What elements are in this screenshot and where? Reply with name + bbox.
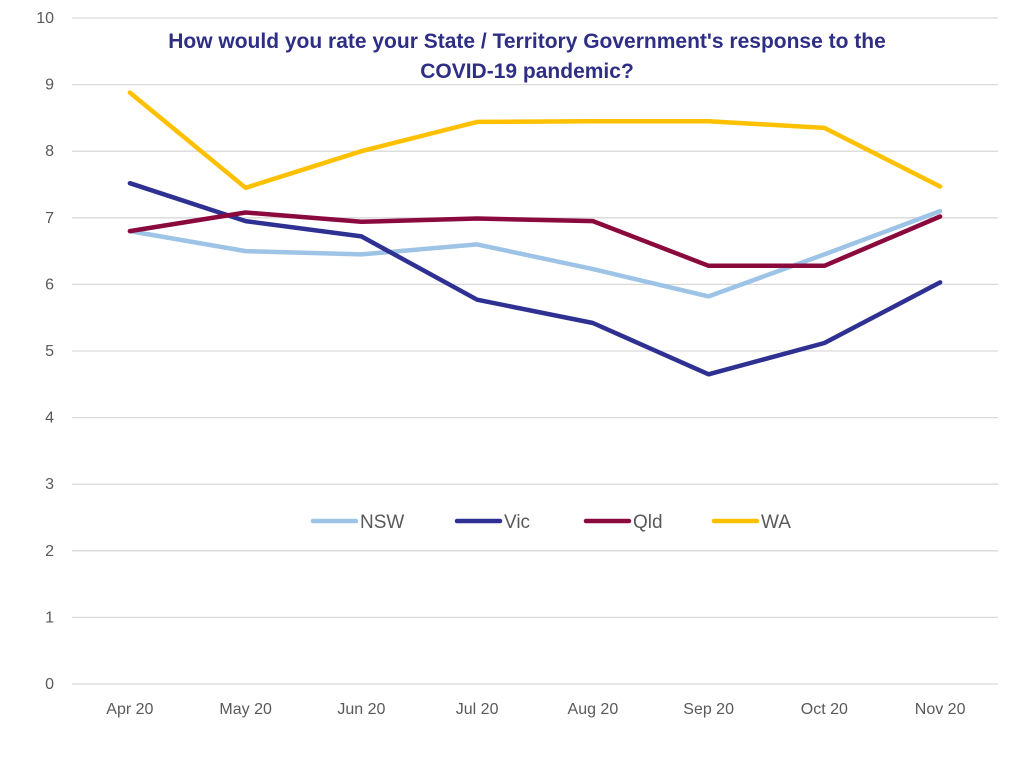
x-tick-label: Apr 20 <box>106 701 153 718</box>
series-line-vic <box>127 180 943 377</box>
series-line-nsw <box>127 208 943 299</box>
y-axis-ticks: 0 1 2 3 4 5 6 7 8 9 10 <box>36 10 54 693</box>
x-tick-label: Oct 20 <box>801 701 848 718</box>
legend-label-vic: Vic <box>504 512 530 533</box>
chart-title-line-2: COVID-19 pandemic? <box>420 60 634 83</box>
legend-label-wa: WA <box>761 512 791 533</box>
y-tick-label: 4 <box>45 410 54 427</box>
y-tick-label: 5 <box>45 343 54 360</box>
x-tick-label: Aug 20 <box>568 701 619 718</box>
x-tick-label: Jun 20 <box>337 701 385 718</box>
x-axis-ticks: Apr 20 May 20 Jun 20 Jul 20 Aug 20 Sep 20 Oct … <box>106 701 965 718</box>
x-tick-label: Jul 20 <box>456 701 499 718</box>
legend: NSW Vic Qld WA <box>310 512 791 533</box>
series-lines <box>127 90 943 377</box>
y-tick-label: 6 <box>45 276 54 293</box>
y-tick-label: 9 <box>45 77 54 94</box>
series-line-wa <box>127 90 943 191</box>
y-tick-label: 0 <box>45 676 54 693</box>
chart-title-line-1: How would you rate your State / Territor… <box>168 30 886 53</box>
x-tick-label: May 20 <box>219 701 272 718</box>
gridlines <box>72 17 998 685</box>
x-tick-label: Nov 20 <box>915 701 966 718</box>
y-tick-label: 1 <box>45 609 54 626</box>
series-line-qld <box>127 210 943 269</box>
y-tick-label: 3 <box>45 476 54 493</box>
y-tick-label: 7 <box>45 210 54 227</box>
legend-label-qld: Qld <box>633 512 663 533</box>
y-tick-label: 10 <box>36 10 54 27</box>
y-tick-label: 2 <box>45 543 54 560</box>
x-tick-label: Sep 20 <box>683 701 734 718</box>
legend-label-nsw: NSW <box>360 512 404 533</box>
y-tick-label: 8 <box>45 143 54 160</box>
